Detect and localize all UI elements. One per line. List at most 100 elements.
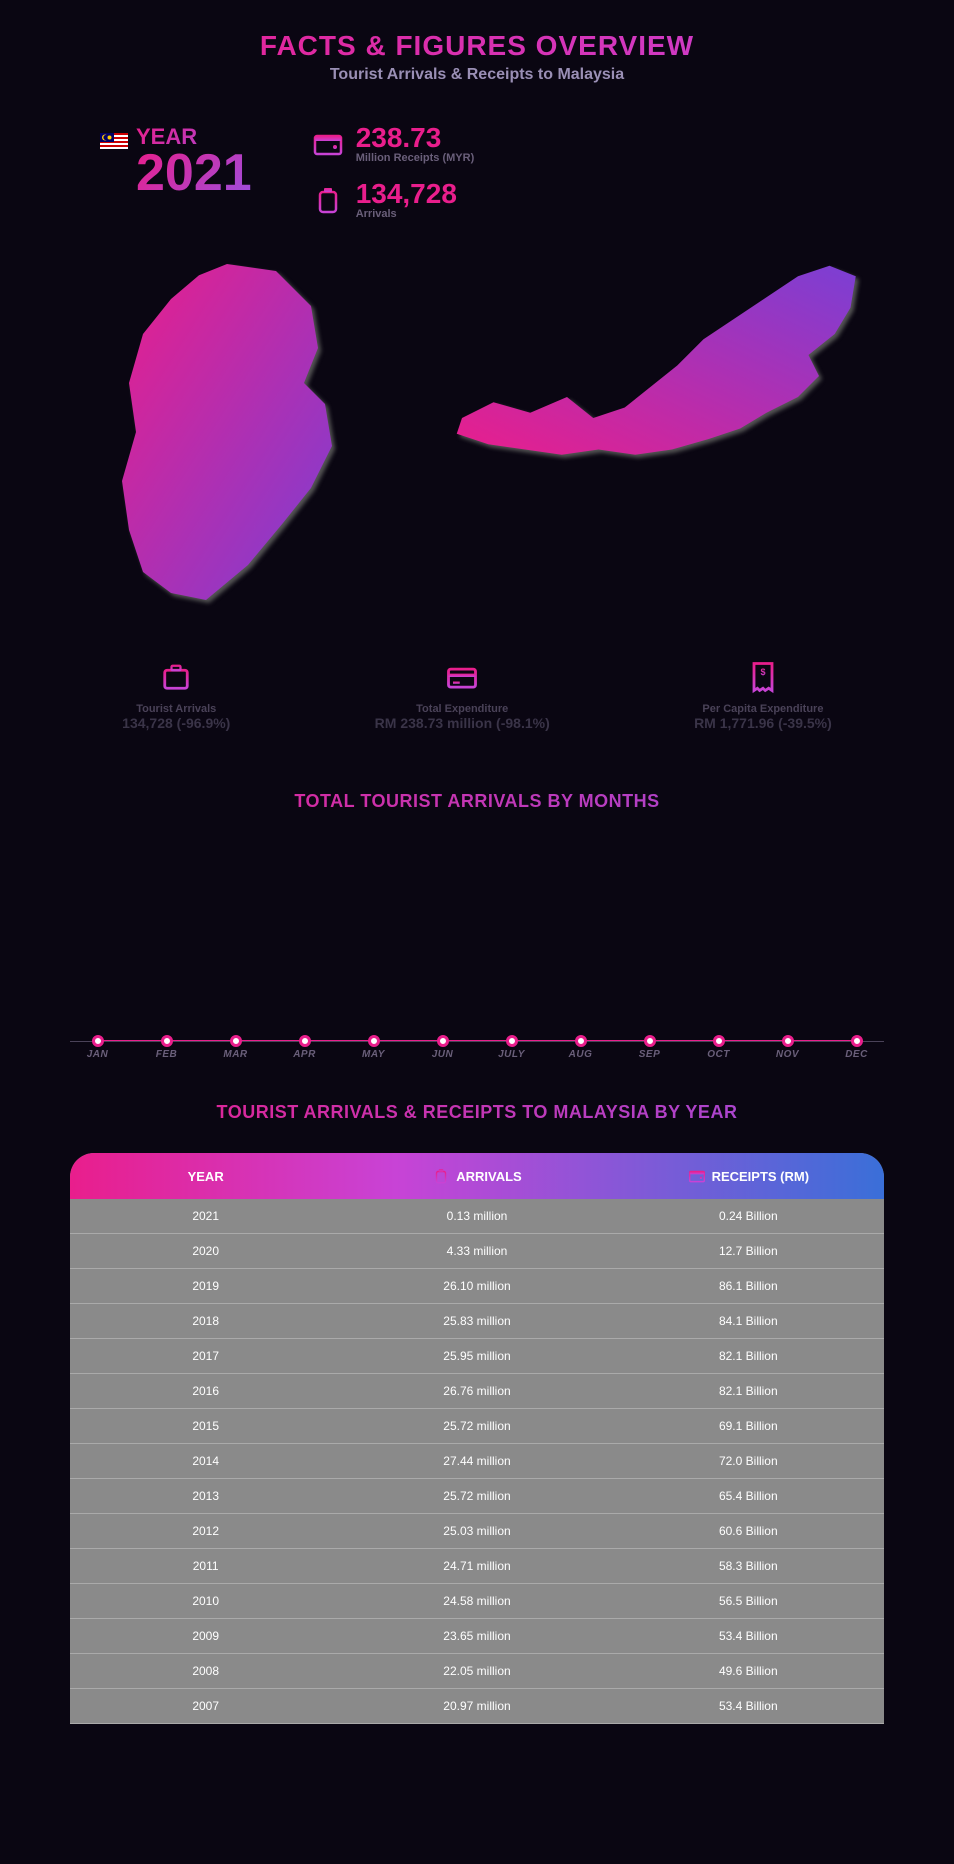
table-cell: 84.1 Billion xyxy=(613,1304,884,1338)
table-cell: 2011 xyxy=(70,1549,341,1583)
kpi-title: Total Expenditure xyxy=(375,703,550,715)
month-label: JULY xyxy=(498,1049,525,1060)
table-cell: 2007 xyxy=(70,1689,341,1723)
table-cell: 22.05 million xyxy=(341,1654,612,1688)
table-cell: 24.58 million xyxy=(341,1584,612,1618)
table-cell: 2008 xyxy=(70,1654,341,1688)
yearly-title: TOURIST ARRIVALS & RECEIPTS TO MALAYSIA … xyxy=(60,1102,894,1123)
table-cell: 60.6 Billion xyxy=(613,1514,884,1548)
map-area xyxy=(60,230,894,649)
month-label: OCT xyxy=(707,1049,730,1060)
table-cell: 2020 xyxy=(70,1234,341,1268)
table-row: 201225.03 million60.6 Billion xyxy=(70,1514,884,1549)
luggage-icon xyxy=(312,184,344,216)
data-point xyxy=(92,1035,104,1047)
table-cell: 2021 xyxy=(70,1199,341,1233)
monthly-title: TOTAL TOURIST ARRIVALS BY MONTHS xyxy=(60,791,894,812)
table-header: YEARARRIVALSRECEIPTS (RM) xyxy=(70,1153,884,1199)
table-cell: 23.65 million xyxy=(341,1619,612,1653)
table-cell: 53.4 Billion xyxy=(613,1619,884,1653)
table-cell: 2009 xyxy=(70,1619,341,1653)
wallet-icon xyxy=(312,128,344,160)
receipt-icon: $ xyxy=(745,659,781,695)
data-point xyxy=(506,1035,518,1047)
table-cell: 82.1 Billion xyxy=(613,1374,884,1408)
table-cell: 4.33 million xyxy=(341,1234,612,1268)
year-block: YEAR 2021 xyxy=(100,124,252,197)
table-cell: 25.83 million xyxy=(341,1304,612,1338)
page-title: FACTS & FIGURES OVERVIEW xyxy=(60,30,894,62)
table-row: 201926.10 million86.1 Billion xyxy=(70,1269,884,1304)
data-point xyxy=(230,1035,242,1047)
top-stat: 238.73 Million Receipts (MYR) xyxy=(312,124,475,164)
table-row: 201124.71 million58.3 Billion xyxy=(70,1549,884,1584)
stat-value: 134,728 xyxy=(356,180,457,208)
wallet-icon xyxy=(688,1167,706,1185)
month-label: MAR xyxy=(223,1049,247,1060)
column-label: RECEIPTS (RM) xyxy=(712,1169,810,1184)
top-stats: 238.73 Million Receipts (MYR) 134,728 Ar… xyxy=(312,124,475,220)
top-stat: 134,728 Arrivals xyxy=(312,180,475,220)
data-point xyxy=(644,1035,656,1047)
table-cell: 2012 xyxy=(70,1514,341,1548)
table-cell: 0.13 million xyxy=(341,1199,612,1233)
table-row: 201626.76 million82.1 Billion xyxy=(70,1374,884,1409)
table-cell: 2014 xyxy=(70,1444,341,1478)
data-point xyxy=(299,1035,311,1047)
yearly-table: YEARARRIVALSRECEIPTS (RM) 20210.13 milli… xyxy=(70,1153,884,1724)
table-cell: 2018 xyxy=(70,1304,341,1338)
table-row: 201325.72 million65.4 Billion xyxy=(70,1479,884,1514)
table-row: 201725.95 million82.1 Billion xyxy=(70,1339,884,1374)
table-cell: 2019 xyxy=(70,1269,341,1303)
month-label: JAN xyxy=(87,1049,109,1060)
table-cell: 86.1 Billion xyxy=(613,1269,884,1303)
table-cell: 24.71 million xyxy=(341,1549,612,1583)
svg-text:$: $ xyxy=(760,667,765,677)
data-point xyxy=(851,1035,863,1047)
month-label: APR xyxy=(293,1049,316,1060)
table-cell: 2013 xyxy=(70,1479,341,1513)
table-cell: 25.72 million xyxy=(341,1409,612,1443)
month-label: FEB xyxy=(156,1049,178,1060)
stat-label: Million Receipts (MYR) xyxy=(356,152,475,164)
table-cell: 25.72 million xyxy=(341,1479,612,1513)
malaysia-flag-icon xyxy=(100,132,128,150)
table-cell: 72.0 Billion xyxy=(613,1444,884,1478)
year-section: YEAR 2021 238.73 Million Receipts (MYR) … xyxy=(60,104,894,230)
stat-label: Arrivals xyxy=(356,208,457,220)
header: FACTS & FIGURES OVERVIEW Tourist Arrival… xyxy=(60,30,894,84)
kpi-title: Per Capita Expenditure xyxy=(694,703,832,715)
table-row: 201427.44 million72.0 Billion xyxy=(70,1444,884,1479)
month-label: SEP xyxy=(639,1049,661,1060)
table-cell: 82.1 Billion xyxy=(613,1339,884,1373)
month-label: MAY xyxy=(362,1049,385,1060)
column-label: ARRIVALS xyxy=(456,1169,521,1184)
table-cell: 25.03 million xyxy=(341,1514,612,1548)
table-cell: 53.4 Billion xyxy=(613,1689,884,1723)
table-row: 20210.13 million0.24 Billion xyxy=(70,1199,884,1234)
data-point xyxy=(782,1035,794,1047)
table-column-header: ARRIVALS xyxy=(341,1167,612,1185)
table-row: 201024.58 million56.5 Billion xyxy=(70,1584,884,1619)
table-row: 200923.65 million53.4 Billion xyxy=(70,1619,884,1654)
table-row: 200720.97 million53.4 Billion xyxy=(70,1689,884,1724)
data-point xyxy=(437,1035,449,1047)
month-label: AUG xyxy=(569,1049,593,1060)
table-row: 201825.83 million84.1 Billion xyxy=(70,1304,884,1339)
table-cell: 26.76 million xyxy=(341,1374,612,1408)
kpi: $ Per Capita Expenditure RM 1,771.96 (-3… xyxy=(694,659,832,731)
luggage-icon xyxy=(432,1167,450,1185)
table-row: 201525.72 million69.1 Billion xyxy=(70,1409,884,1444)
suitcase-icon xyxy=(158,659,194,695)
kpi: Total Expenditure RM 238.73 million (-98… xyxy=(375,659,550,731)
data-point xyxy=(161,1035,173,1047)
table-cell: 69.1 Billion xyxy=(613,1409,884,1443)
stat-value: 238.73 xyxy=(356,124,475,152)
table-cell: 49.6 Billion xyxy=(613,1654,884,1688)
kpi-row: Tourist Arrivals 134,728 (-96.9%) Total … xyxy=(60,649,894,771)
month-label: JUN xyxy=(432,1049,454,1060)
data-point xyxy=(713,1035,725,1047)
table-cell: 0.24 Billion xyxy=(613,1199,884,1233)
table-row: 200822.05 million49.6 Billion xyxy=(70,1654,884,1689)
data-point xyxy=(575,1035,587,1047)
